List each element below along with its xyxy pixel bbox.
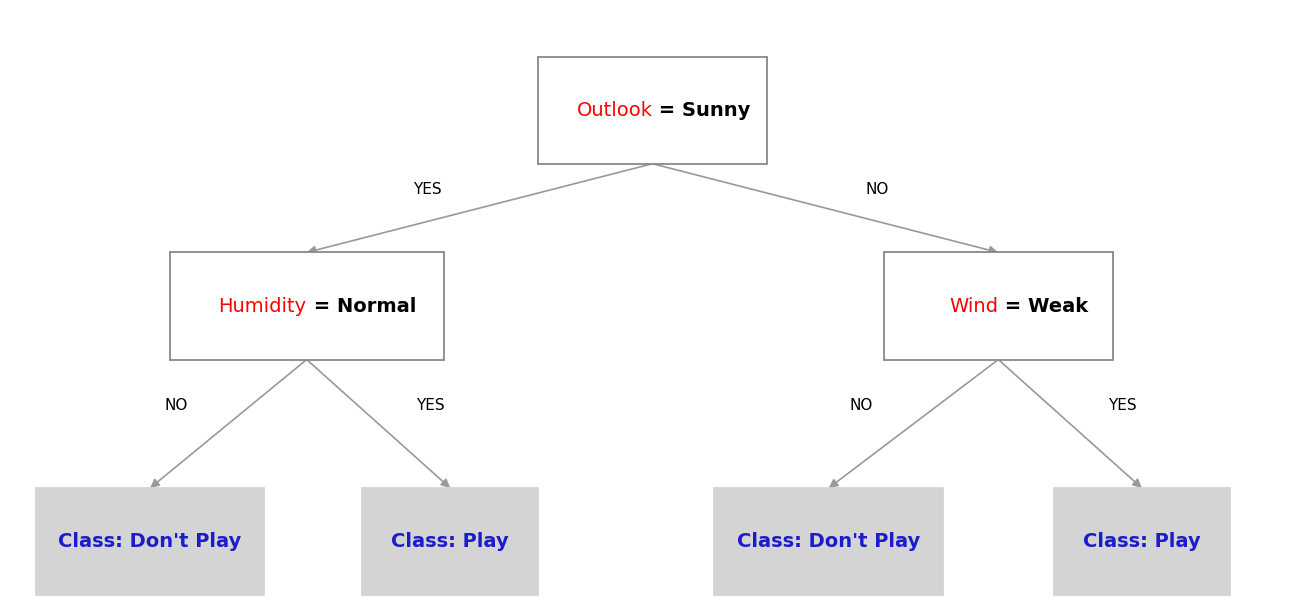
- Text: YES: YES: [414, 182, 441, 197]
- Bar: [715, 488, 942, 595]
- Bar: [361, 488, 539, 595]
- Bar: [37, 488, 264, 595]
- Text: NO: NO: [850, 398, 873, 413]
- Text: = Weak: = Weak: [998, 296, 1088, 316]
- Text: YES: YES: [416, 398, 445, 413]
- Text: Humidity: Humidity: [218, 296, 307, 316]
- Text: NO: NO: [867, 182, 889, 197]
- Text: Class: Don't Play: Class: Don't Play: [59, 532, 241, 551]
- Bar: [885, 253, 1112, 360]
- Text: NO: NO: [164, 398, 188, 413]
- Text: Class: Don't Play: Class: Don't Play: [737, 532, 920, 551]
- Text: Wind: Wind: [949, 296, 998, 316]
- Bar: [1054, 488, 1229, 595]
- Bar: [539, 57, 766, 164]
- Bar: [170, 253, 444, 360]
- Text: Class: Play: Class: Play: [392, 532, 509, 551]
- Text: Outlook: Outlook: [577, 100, 652, 120]
- Text: YES: YES: [1108, 398, 1137, 413]
- Text: = Normal: = Normal: [307, 296, 416, 316]
- Text: Class: Play: Class: Play: [1083, 532, 1201, 551]
- Text: = Sunny: = Sunny: [652, 100, 750, 120]
